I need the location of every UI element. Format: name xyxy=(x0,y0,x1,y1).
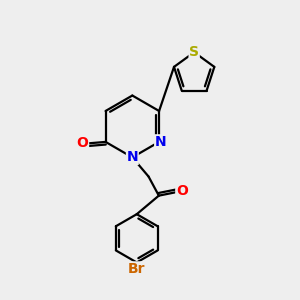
Text: S: S xyxy=(189,45,199,59)
Text: N: N xyxy=(155,135,167,149)
Text: N: N xyxy=(127,150,138,164)
Text: Br: Br xyxy=(128,262,146,276)
Text: O: O xyxy=(176,184,188,198)
Text: O: O xyxy=(77,136,88,150)
